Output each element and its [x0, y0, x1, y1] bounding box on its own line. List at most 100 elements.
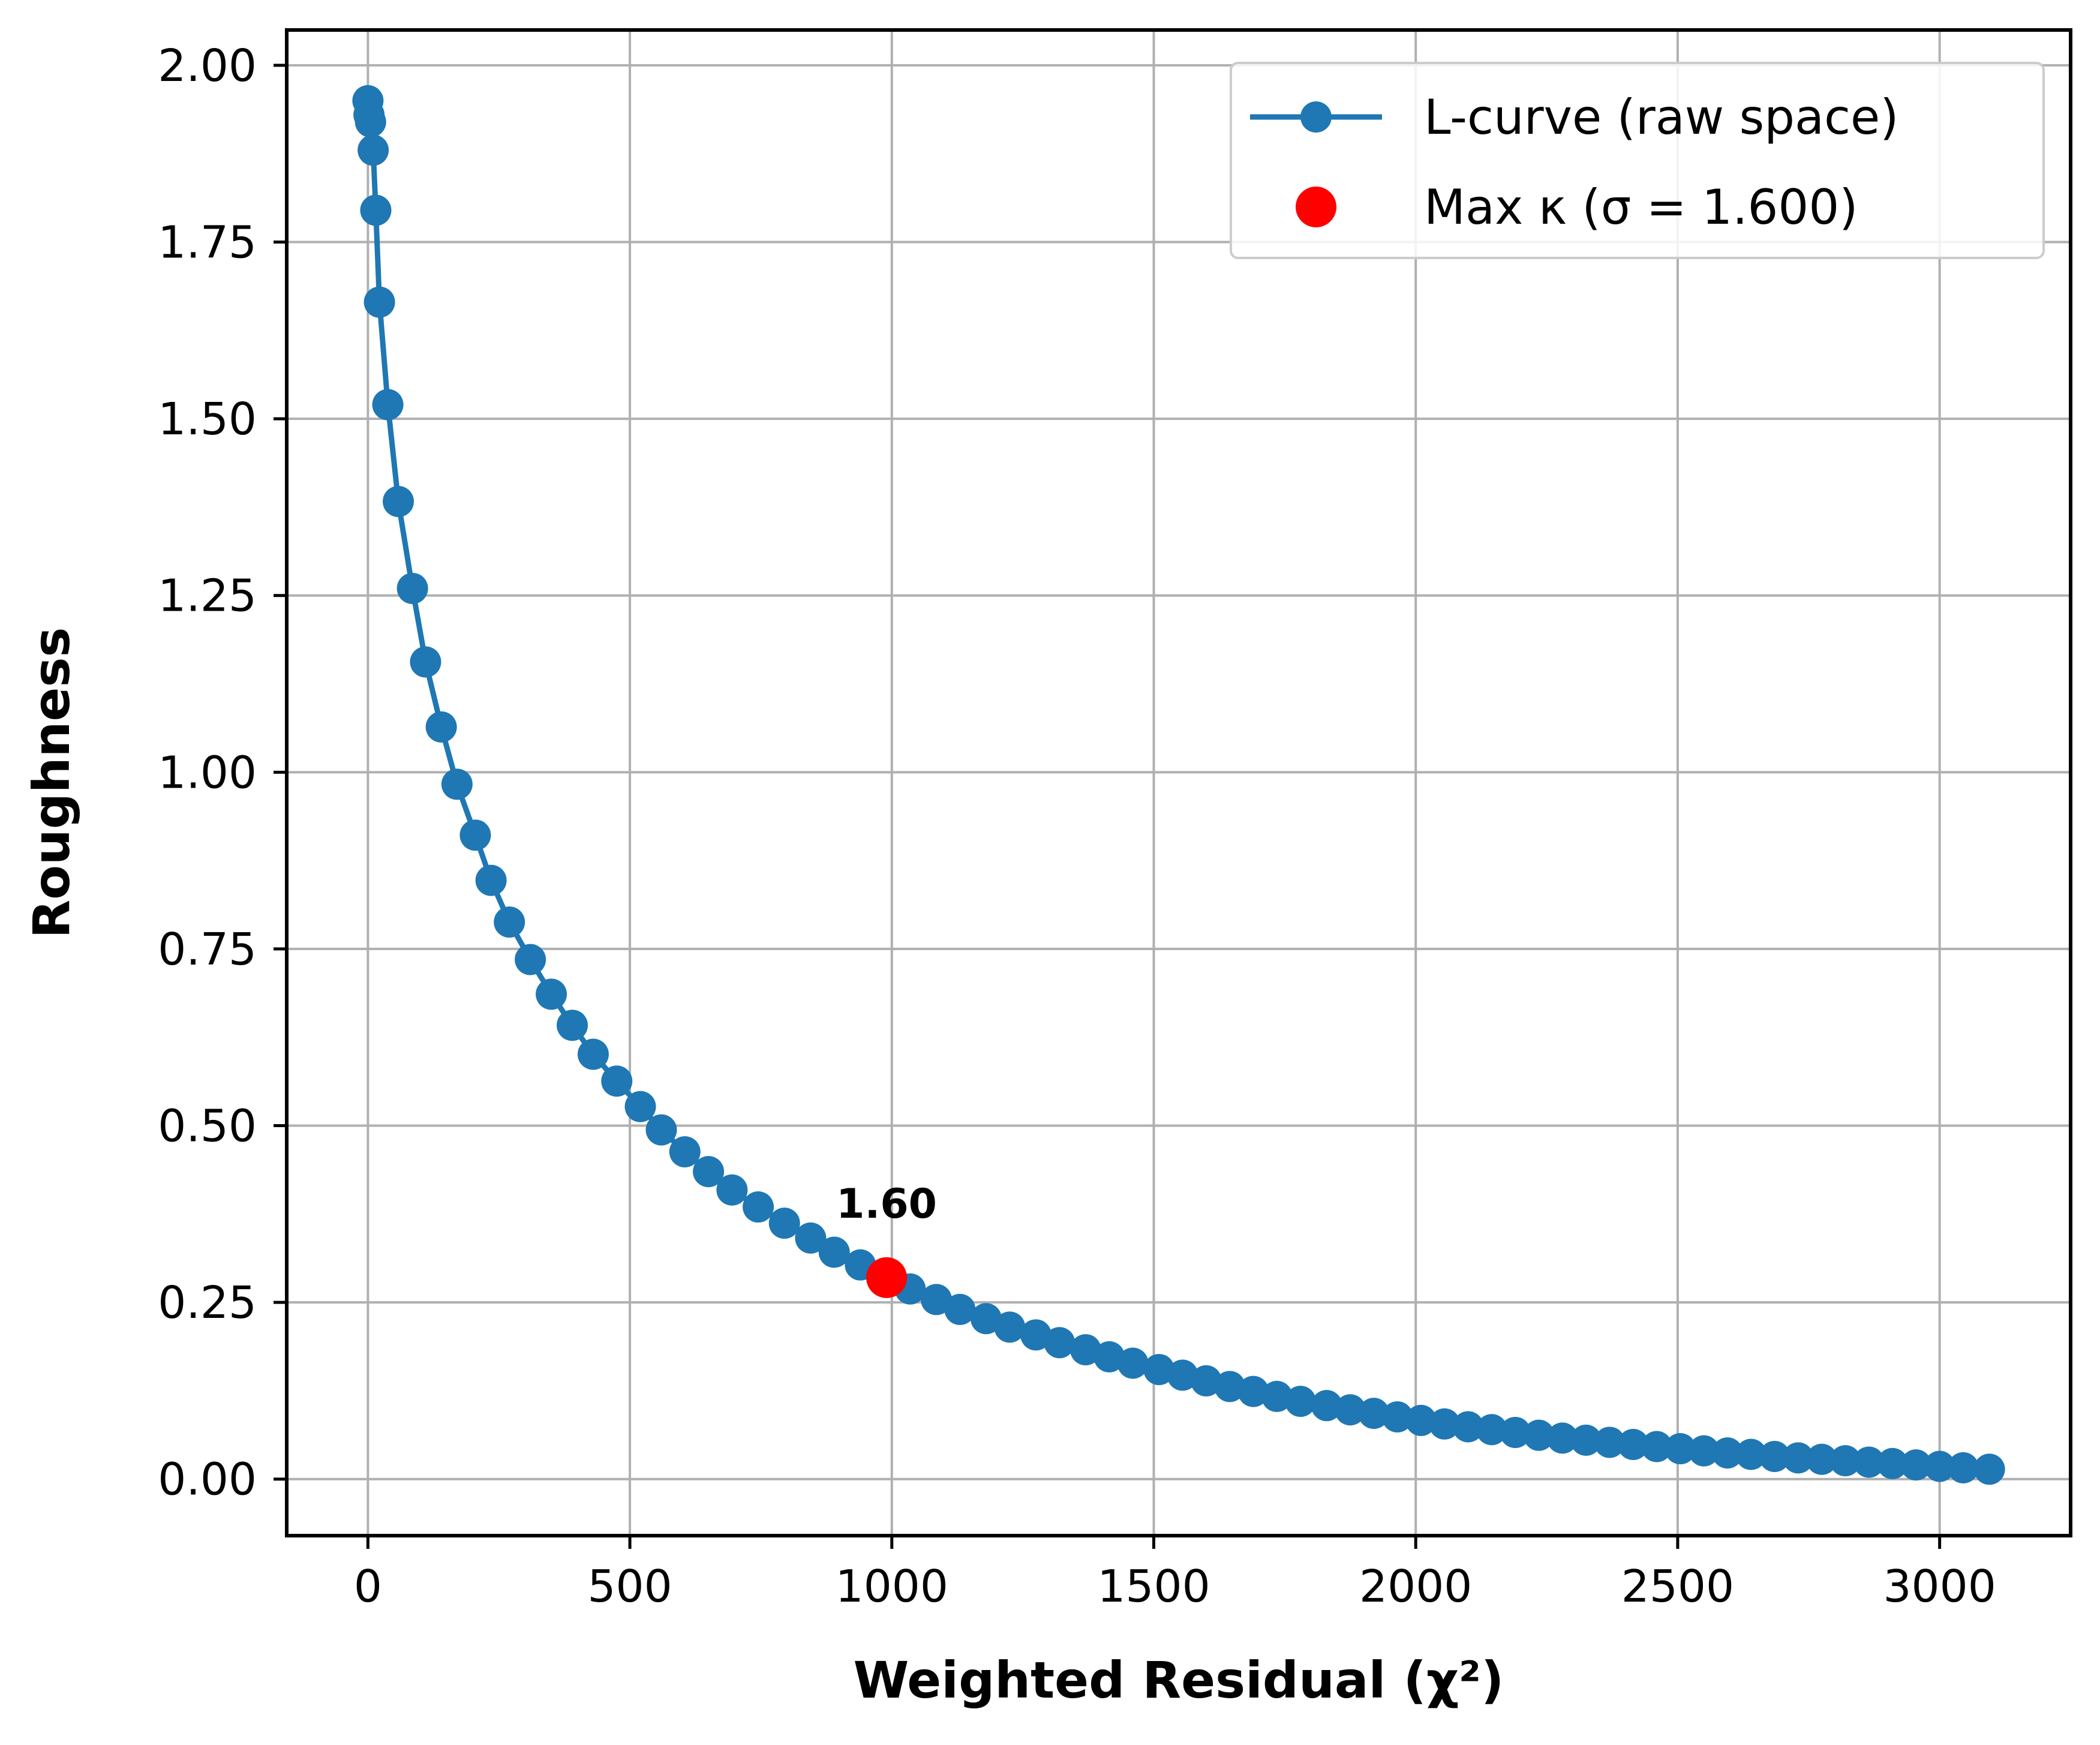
grid	[287, 30, 2071, 1536]
legend-line-marker	[1300, 101, 1332, 133]
lcurve-point	[1665, 1433, 1696, 1465]
y-tick-label: 0.75	[158, 924, 257, 975]
lcurve-point	[475, 864, 507, 896]
lcurve-point	[1829, 1445, 1861, 1477]
lcurve-point	[577, 1038, 609, 1070]
lcurve-point	[1523, 1419, 1555, 1451]
lcurve-point	[1311, 1390, 1342, 1422]
lcurve-point	[768, 1208, 800, 1239]
lcurve-point	[536, 978, 567, 1010]
lcurve-point	[1570, 1424, 1602, 1456]
lcurve-point	[396, 572, 428, 604]
annotation-label: 1.60	[836, 1181, 937, 1228]
lcurve-point	[357, 134, 389, 166]
lcurve-point	[515, 944, 546, 975]
lcurve-point	[693, 1156, 725, 1188]
lcurve-point	[1924, 1450, 1955, 1482]
lcurve-point	[1237, 1375, 1269, 1407]
lcurve-point	[994, 1311, 1026, 1343]
lcurve-point	[1877, 1447, 1909, 1479]
lcurve-point	[1900, 1449, 1932, 1481]
x-tick-label: 2500	[1621, 1561, 1734, 1612]
x-axis-label: Weighted Residual (χ²)	[854, 1651, 1504, 1710]
lcurve-point	[743, 1191, 774, 1223]
x-tick-label: 2000	[1359, 1561, 1472, 1612]
lcurve-point	[1358, 1398, 1390, 1429]
y-tick-label: 1.00	[158, 747, 257, 798]
y-tick-label: 0.25	[158, 1277, 257, 1329]
lcurve-point	[372, 389, 404, 421]
lcurve-point	[1617, 1428, 1649, 1460]
legend: L-curve (raw space) Max κ (σ = 1.600)	[1230, 62, 2045, 259]
lcurve-point	[1020, 1319, 1051, 1351]
lcurve-point	[1044, 1327, 1075, 1359]
x-tick-label: 1000	[836, 1561, 948, 1612]
lcurve-point	[818, 1236, 850, 1268]
lcurve-point	[441, 768, 473, 800]
lcurve-point	[601, 1065, 633, 1097]
legend-box	[1230, 62, 2045, 259]
lcurve-point	[1947, 1452, 1979, 1483]
legend-label-max-kappa: Max κ (σ = 1.600)	[1424, 179, 1858, 235]
legend-label-lcurve: L-curve (raw space)	[1424, 89, 1898, 145]
series-layer	[352, 85, 2005, 1485]
lcurve-point	[1093, 1341, 1125, 1372]
y-tick-label: 2.00	[158, 40, 257, 92]
x-tick-label: 3000	[1883, 1561, 1996, 1612]
y-tick-label: 0.50	[158, 1101, 257, 1152]
lcurve-point	[1641, 1431, 1672, 1462]
lcurve-point	[669, 1136, 701, 1168]
lcurve-point	[383, 485, 414, 517]
lcurve-point	[1117, 1347, 1149, 1379]
annotations: 1.60	[836, 1181, 937, 1228]
lcurve-point	[944, 1293, 976, 1325]
y-tick-label: 1.25	[158, 570, 257, 622]
plot-frame	[285, 28, 2072, 1537]
y-tick-label: 0.00	[158, 1454, 257, 1506]
lcurve-point	[1711, 1437, 1743, 1469]
y-tick-label: 1.75	[158, 217, 257, 269]
lcurve-point	[354, 106, 386, 138]
x-tick-label: 1500	[1097, 1561, 1210, 1612]
lcurve-point	[1143, 1354, 1175, 1386]
lcurve-point	[459, 819, 491, 851]
lcurve-point	[1405, 1404, 1437, 1436]
ticks: 0 500 1000 1500 2000 2500 3000 0.00 0.25 0.50 0.75…	[158, 40, 1996, 1612]
lcurve-point	[1782, 1442, 1814, 1474]
lcurve-point	[1429, 1408, 1461, 1440]
lcurve-point	[1500, 1416, 1531, 1448]
lcurve-point	[410, 646, 441, 678]
y-axis-label: Roughness	[22, 627, 81, 939]
max-kappa-point	[866, 1257, 908, 1298]
lcurve-point	[1069, 1334, 1101, 1366]
x-tick-label: 500	[587, 1561, 672, 1612]
legend-max-marker	[1296, 187, 1336, 227]
lcurve-point	[1759, 1441, 1790, 1473]
lcurve-point	[363, 286, 395, 318]
lcurve-point	[1167, 1359, 1198, 1391]
lcurve-point	[360, 194, 392, 226]
lcurve-point	[1261, 1380, 1293, 1412]
lcurve-point	[1381, 1401, 1413, 1433]
lcurve-point	[425, 711, 457, 743]
lcurve-point	[1214, 1371, 1246, 1402]
lcurve-point	[971, 1303, 1002, 1335]
lcurve-point	[624, 1091, 656, 1122]
lcurve-point	[1806, 1443, 1838, 1475]
lcurve-point	[716, 1174, 748, 1206]
lcurve-point	[1452, 1411, 1484, 1443]
x-tick-label: 0	[354, 1561, 382, 1612]
lcurve-point	[1688, 1435, 1720, 1467]
lcurve-point	[494, 906, 525, 938]
lcurve-point	[1594, 1426, 1626, 1458]
lcurve-point	[1853, 1446, 1885, 1478]
lcurve-point	[795, 1222, 827, 1254]
lcurve-point	[1476, 1414, 1507, 1446]
lcurve-point	[557, 1010, 588, 1041]
lcurve-point	[1285, 1386, 1317, 1417]
lcurve-point	[645, 1114, 677, 1146]
lcurve-point	[921, 1284, 953, 1315]
lcurve-point	[1735, 1438, 1767, 1470]
